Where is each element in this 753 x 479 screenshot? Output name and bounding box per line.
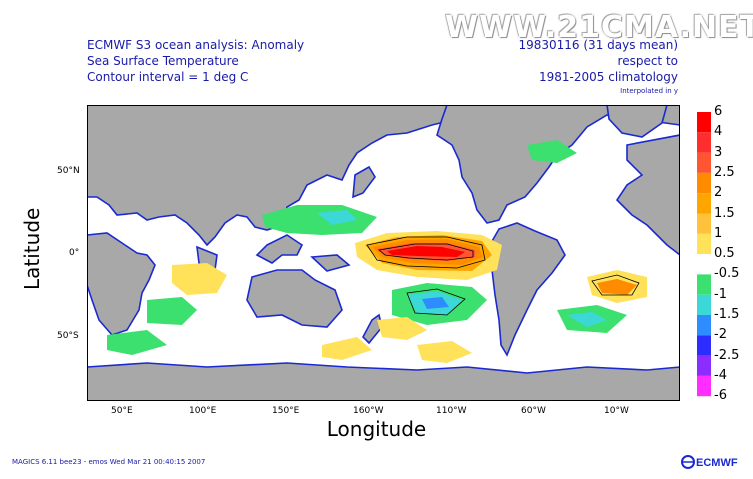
colorbar-swatch (697, 193, 711, 214)
warm-anomaly-southern-ocean (322, 337, 372, 360)
anomaly-fields (107, 140, 647, 363)
period-line-3: 1981-2005 climatology (539, 70, 678, 84)
land-north-america (436, 105, 680, 224)
colorbar-label: 1.5 (714, 205, 735, 221)
period-line-2: respect to (617, 54, 678, 68)
land-masses (87, 105, 680, 401)
x-axis-label: Longitude (326, 417, 427, 441)
period-line-1: 19830116 (31 days mean) (518, 38, 678, 52)
cold-anomaly-satl-core (567, 312, 607, 327)
colorbar-swatch (697, 233, 711, 255)
colorbar-label: -6 (714, 388, 727, 404)
ytick-0: 0° (69, 248, 80, 258)
land-new-guinea (310, 254, 351, 272)
colorbar-swatch (697, 132, 711, 153)
land-greenland (606, 105, 668, 138)
land-japan (352, 165, 376, 199)
sst-anomaly-map (87, 105, 680, 401)
contour-lines (366, 236, 640, 316)
ecmwf-logo: ECMWF (681, 455, 738, 469)
footer-metadata: MAGICS 6.11 bee23 - emos Wed Mar 21 00:4… (12, 458, 206, 466)
cold-anomaly-natl (527, 140, 577, 163)
land-eurasia-west (87, 105, 468, 247)
warm-anomaly-max (387, 246, 465, 257)
land-indonesia (255, 234, 304, 264)
cold-anomaly-spac-core (422, 297, 449, 309)
logo-text: ECMWF (696, 457, 738, 469)
colorbar (697, 112, 711, 397)
colorbar-swatch (697, 315, 711, 336)
title-line-2: Sea Surface Temperature (87, 54, 239, 68)
colorbar-label: 1 (714, 225, 723, 241)
xtick-10w: 10°W (604, 406, 629, 416)
y-axis-label: Latitude (20, 207, 44, 290)
map-frame (87, 105, 680, 401)
colorbar-swatch (697, 172, 711, 194)
colorbar-label: -1.5 (714, 307, 740, 322)
colorbar-label: 0.5 (714, 246, 735, 262)
colorbar-label: -1 (714, 286, 727, 302)
colorbar-swatch (697, 375, 711, 397)
xtick-50e: 50°E (111, 406, 133, 416)
colorbar-swatch (697, 254, 711, 275)
interpolation-note: Interpolated in y (620, 87, 678, 95)
title-line-3: Contour interval = 1 deg C (87, 70, 249, 84)
xtick-150e: 150°E (272, 406, 300, 416)
colorbar-label: -4 (714, 367, 727, 383)
land-south-america (486, 222, 566, 357)
land-australia (246, 269, 343, 328)
warm-anomaly-southern-ocean-2 (417, 341, 472, 363)
warm-anomaly-satl-core (597, 279, 637, 295)
land-new-zealand (362, 313, 383, 345)
warm-anomaly-indian (172, 263, 227, 295)
colorbar-label: 3 (714, 144, 723, 160)
colorbar-swatch (697, 152, 711, 173)
land-europe-africa-east (615, 134, 680, 257)
warm-anomaly-spac-south (377, 317, 427, 340)
colorbar-label: -0.5 (714, 266, 740, 282)
title-line-1: ECMWF S3 ocean analysis: Anomaly (87, 38, 305, 52)
colorbar-label: 6 (714, 104, 723, 119)
colorbar-swatch (697, 213, 711, 234)
land-africa (87, 232, 156, 336)
colorbar-label: 2.5 (714, 164, 735, 180)
colorbar-swatch (697, 274, 711, 295)
ytick-50n: 50°N (57, 166, 80, 176)
xtick-60w: 60°W (521, 406, 546, 416)
xtick-100e: 100°E (189, 406, 217, 416)
colorbar-label: 2 (714, 185, 723, 201)
colorbar-swatch (697, 112, 711, 133)
cold-anomaly-indian (147, 297, 197, 325)
colorbar-swatch (697, 355, 711, 376)
land-antarctica (87, 362, 680, 401)
cold-anomaly-southern-indian (107, 330, 167, 355)
colorbar-swatch (697, 335, 711, 356)
xtick-160w: 160°W (353, 406, 384, 416)
cold-anomaly-npac-core (317, 210, 357, 225)
ytick-50s: 50°S (57, 331, 79, 341)
colorbar-label: -2.5 (714, 347, 740, 363)
watermark: WWW.21CMA.NET (445, 10, 753, 45)
colorbar-label: 4 (714, 124, 723, 140)
colorbar-swatch (697, 294, 711, 315)
colorbar-label: -2 (714, 327, 727, 343)
xtick-110w: 110°W (436, 406, 467, 416)
